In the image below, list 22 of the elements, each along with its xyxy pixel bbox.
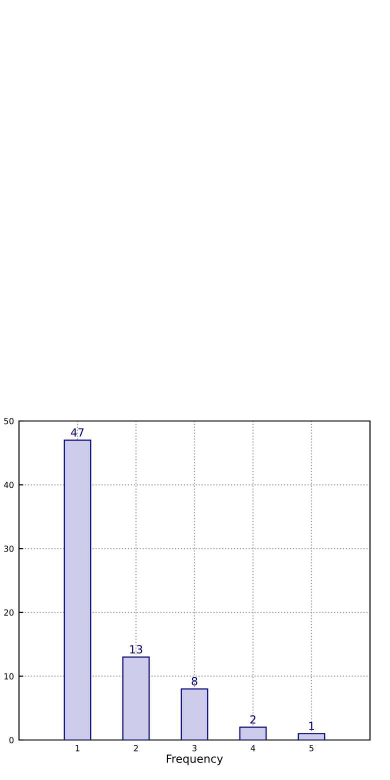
data-label: 47 [70,428,84,436]
data-label: 13 [130,645,142,654]
x-axis-title: Frequency [166,754,223,766]
x-tick-label: 2 [134,745,138,752]
data-label: 8 [192,677,198,686]
bar [239,726,267,740]
bar [122,656,150,740]
x-tick-label: 4 [250,745,256,752]
bar [298,733,326,740]
y-tick-label: 10 [4,673,14,680]
y-tick-label: 20 [4,609,14,616]
data-label: 2 [250,715,256,724]
x-tick-label: 5 [309,745,314,752]
y-tick-label: 30 [4,546,14,552]
data-label: 1 [309,722,314,730]
bar [64,440,92,740]
x-tick-label: 1 [76,745,80,752]
bar [180,688,208,740]
y-tick-label: 40 [4,482,14,488]
y-tick-label: 0 [9,736,14,744]
y-tick-label: 50 [4,418,14,424]
x-tick-label: 3 [192,745,196,752]
